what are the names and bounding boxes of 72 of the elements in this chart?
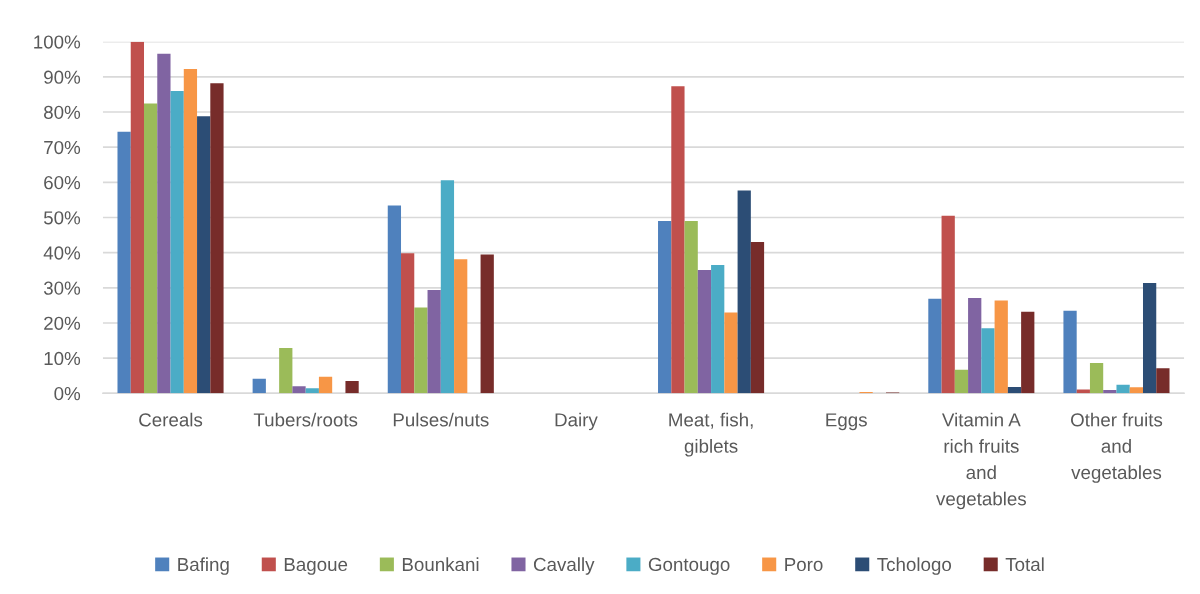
bar: [981, 328, 995, 394]
bar: [724, 312, 738, 394]
bar: [414, 307, 428, 394]
bar: [454, 259, 468, 394]
y-tick-label: 60%: [44, 176, 81, 190]
bar: [292, 386, 306, 394]
bar: [684, 221, 698, 394]
bar: [737, 190, 751, 394]
legend-label: Total: [1005, 557, 1044, 572]
x-tick-label: Pulses/nuts: [393, 412, 489, 427]
x-tick-label: Meat, fish, giblets: [669, 412, 753, 457]
x-tick-label: Cereals: [139, 412, 203, 427]
bar: [130, 41, 145, 394]
y-tick-label: 20%: [44, 316, 81, 330]
bar: [1007, 386, 1022, 394]
legend-label: Tchologo: [877, 557, 952, 575]
legend-label: Bagoue: [284, 558, 348, 575]
bar: [658, 221, 672, 394]
bar: [170, 90, 184, 394]
legend-label: Cavally: [533, 557, 595, 575]
bar: [928, 298, 942, 394]
bar: [117, 131, 131, 394]
bar: [401, 253, 415, 394]
x-tick-label: Other fruits and vegetables: [1071, 412, 1163, 483]
bar: [750, 242, 765, 394]
y-tick-label: 80%: [44, 105, 81, 119]
bar: [387, 205, 402, 394]
x-tick-label: Eggs: [826, 413, 867, 431]
bar: [252, 378, 266, 394]
bar: [157, 53, 171, 394]
bar: [183, 69, 198, 394]
y-tick-label: 0%: [54, 386, 81, 401]
y-tick-label: 40%: [43, 246, 81, 260]
bar: [318, 376, 333, 394]
bar: [994, 300, 1008, 394]
bar: [1089, 363, 1104, 394]
legend-label: Poro: [785, 558, 823, 572]
bar: [1156, 368, 1170, 394]
bar: [697, 269, 712, 394]
bar: [345, 380, 359, 394]
bar: [1063, 310, 1077, 394]
y-tick-label: 10%: [44, 351, 81, 366]
y-tick-label: 50%: [43, 211, 81, 225]
y-tick-label: 100%: [34, 35, 81, 49]
bar: [1129, 387, 1143, 394]
bar: [1103, 390, 1117, 394]
bar: [144, 103, 158, 394]
legend-label: Gontougo: [648, 557, 730, 575]
x-tick-label: Dairy: [555, 412, 598, 431]
bar: [954, 369, 969, 394]
bar: [210, 83, 224, 394]
bar: [968, 298, 982, 394]
bar: [305, 388, 319, 394]
bar: [671, 86, 685, 394]
bar: [279, 347, 293, 394]
bar: [1076, 389, 1090, 394]
bar: [197, 116, 211, 394]
y-tick-label: 70%: [44, 140, 81, 155]
bar: [480, 254, 494, 394]
bar: [1116, 384, 1130, 394]
y-tick-label: 30%: [43, 281, 81, 295]
bar: [711, 264, 725, 394]
legend-label: Bounkani: [402, 557, 479, 572]
bar: [1021, 311, 1035, 394]
bar: [440, 180, 455, 394]
legend-label: Bafing: [178, 557, 229, 575]
bar: [427, 289, 441, 394]
y-tick-label: 90%: [44, 70, 81, 84]
x-tick-label: Vitamin A rich fruits and vegetables: [936, 412, 1027, 510]
x-tick-label: Tubers/roots: [253, 412, 358, 427]
bar: [1142, 282, 1157, 394]
bar: [941, 215, 955, 394]
